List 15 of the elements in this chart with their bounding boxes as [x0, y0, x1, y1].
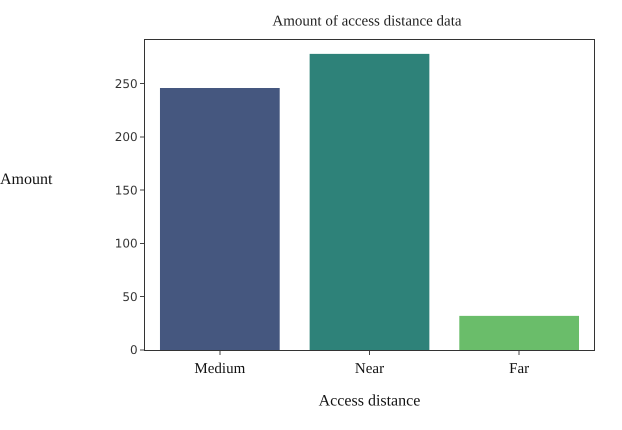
- bar: [459, 316, 580, 350]
- y-tick-label: 250: [114, 76, 138, 91]
- bar: [310, 54, 430, 350]
- x-axis-title: Access distance: [318, 392, 420, 410]
- chart-title: Amount of access distance data: [272, 14, 462, 30]
- y-tick-label: 150: [114, 183, 138, 198]
- y-tick-label: 100: [114, 236, 138, 251]
- y-tick-label: 50: [122, 290, 138, 304]
- y-axis-title: Amount: [0, 171, 53, 188]
- x-tick-label: Medium: [194, 361, 246, 377]
- y-tick-label: 200: [114, 130, 138, 144]
- x-tick-label: Near: [354, 361, 384, 377]
- bar: [160, 88, 280, 350]
- x-tick-label: Far: [509, 361, 530, 377]
- y-tick-label: 0: [130, 343, 138, 358]
